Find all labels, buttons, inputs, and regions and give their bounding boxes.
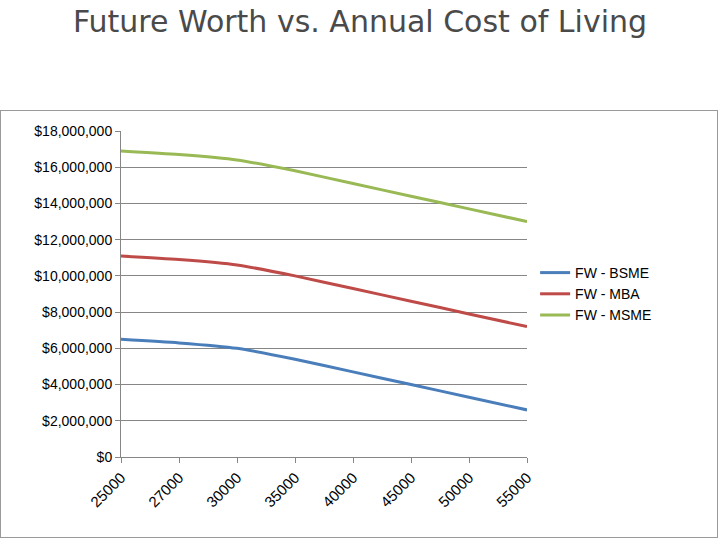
svg-text:$10,000,000: $10,000,000 (34, 268, 112, 284)
svg-text:FW - BSME: FW - BSME (575, 265, 649, 281)
svg-text:35000: 35000 (261, 469, 303, 511)
svg-text:$2,000,000: $2,000,000 (42, 413, 112, 429)
svg-text:FW - MBA: FW - MBA (575, 286, 640, 302)
svg-text:$12,000,000: $12,000,000 (34, 232, 112, 248)
svg-text:$18,000,000: $18,000,000 (34, 123, 112, 139)
svg-text:25000: 25000 (87, 469, 129, 511)
svg-text:FW - MSME: FW - MSME (575, 307, 651, 323)
svg-text:40000: 40000 (319, 469, 361, 511)
svg-text:45000: 45000 (377, 469, 419, 511)
svg-text:$16,000,000: $16,000,000 (34, 159, 112, 175)
svg-text:$14,000,000: $14,000,000 (34, 195, 112, 211)
svg-text:30000: 30000 (203, 469, 245, 511)
svg-text:$8,000,000: $8,000,000 (42, 304, 112, 320)
svg-text:27000: 27000 (145, 469, 187, 511)
svg-text:$0: $0 (97, 449, 113, 465)
svg-text:50000: 50000 (435, 469, 477, 511)
svg-text:55000: 55000 (493, 469, 535, 511)
svg-text:$6,000,000: $6,000,000 (42, 340, 112, 356)
html-text:Future Worth vs. Annual Cost o: Future Worth vs. Annual Cost of Living (72, 4, 648, 39)
svg-text:$4,000,000: $4,000,000 (42, 376, 112, 392)
